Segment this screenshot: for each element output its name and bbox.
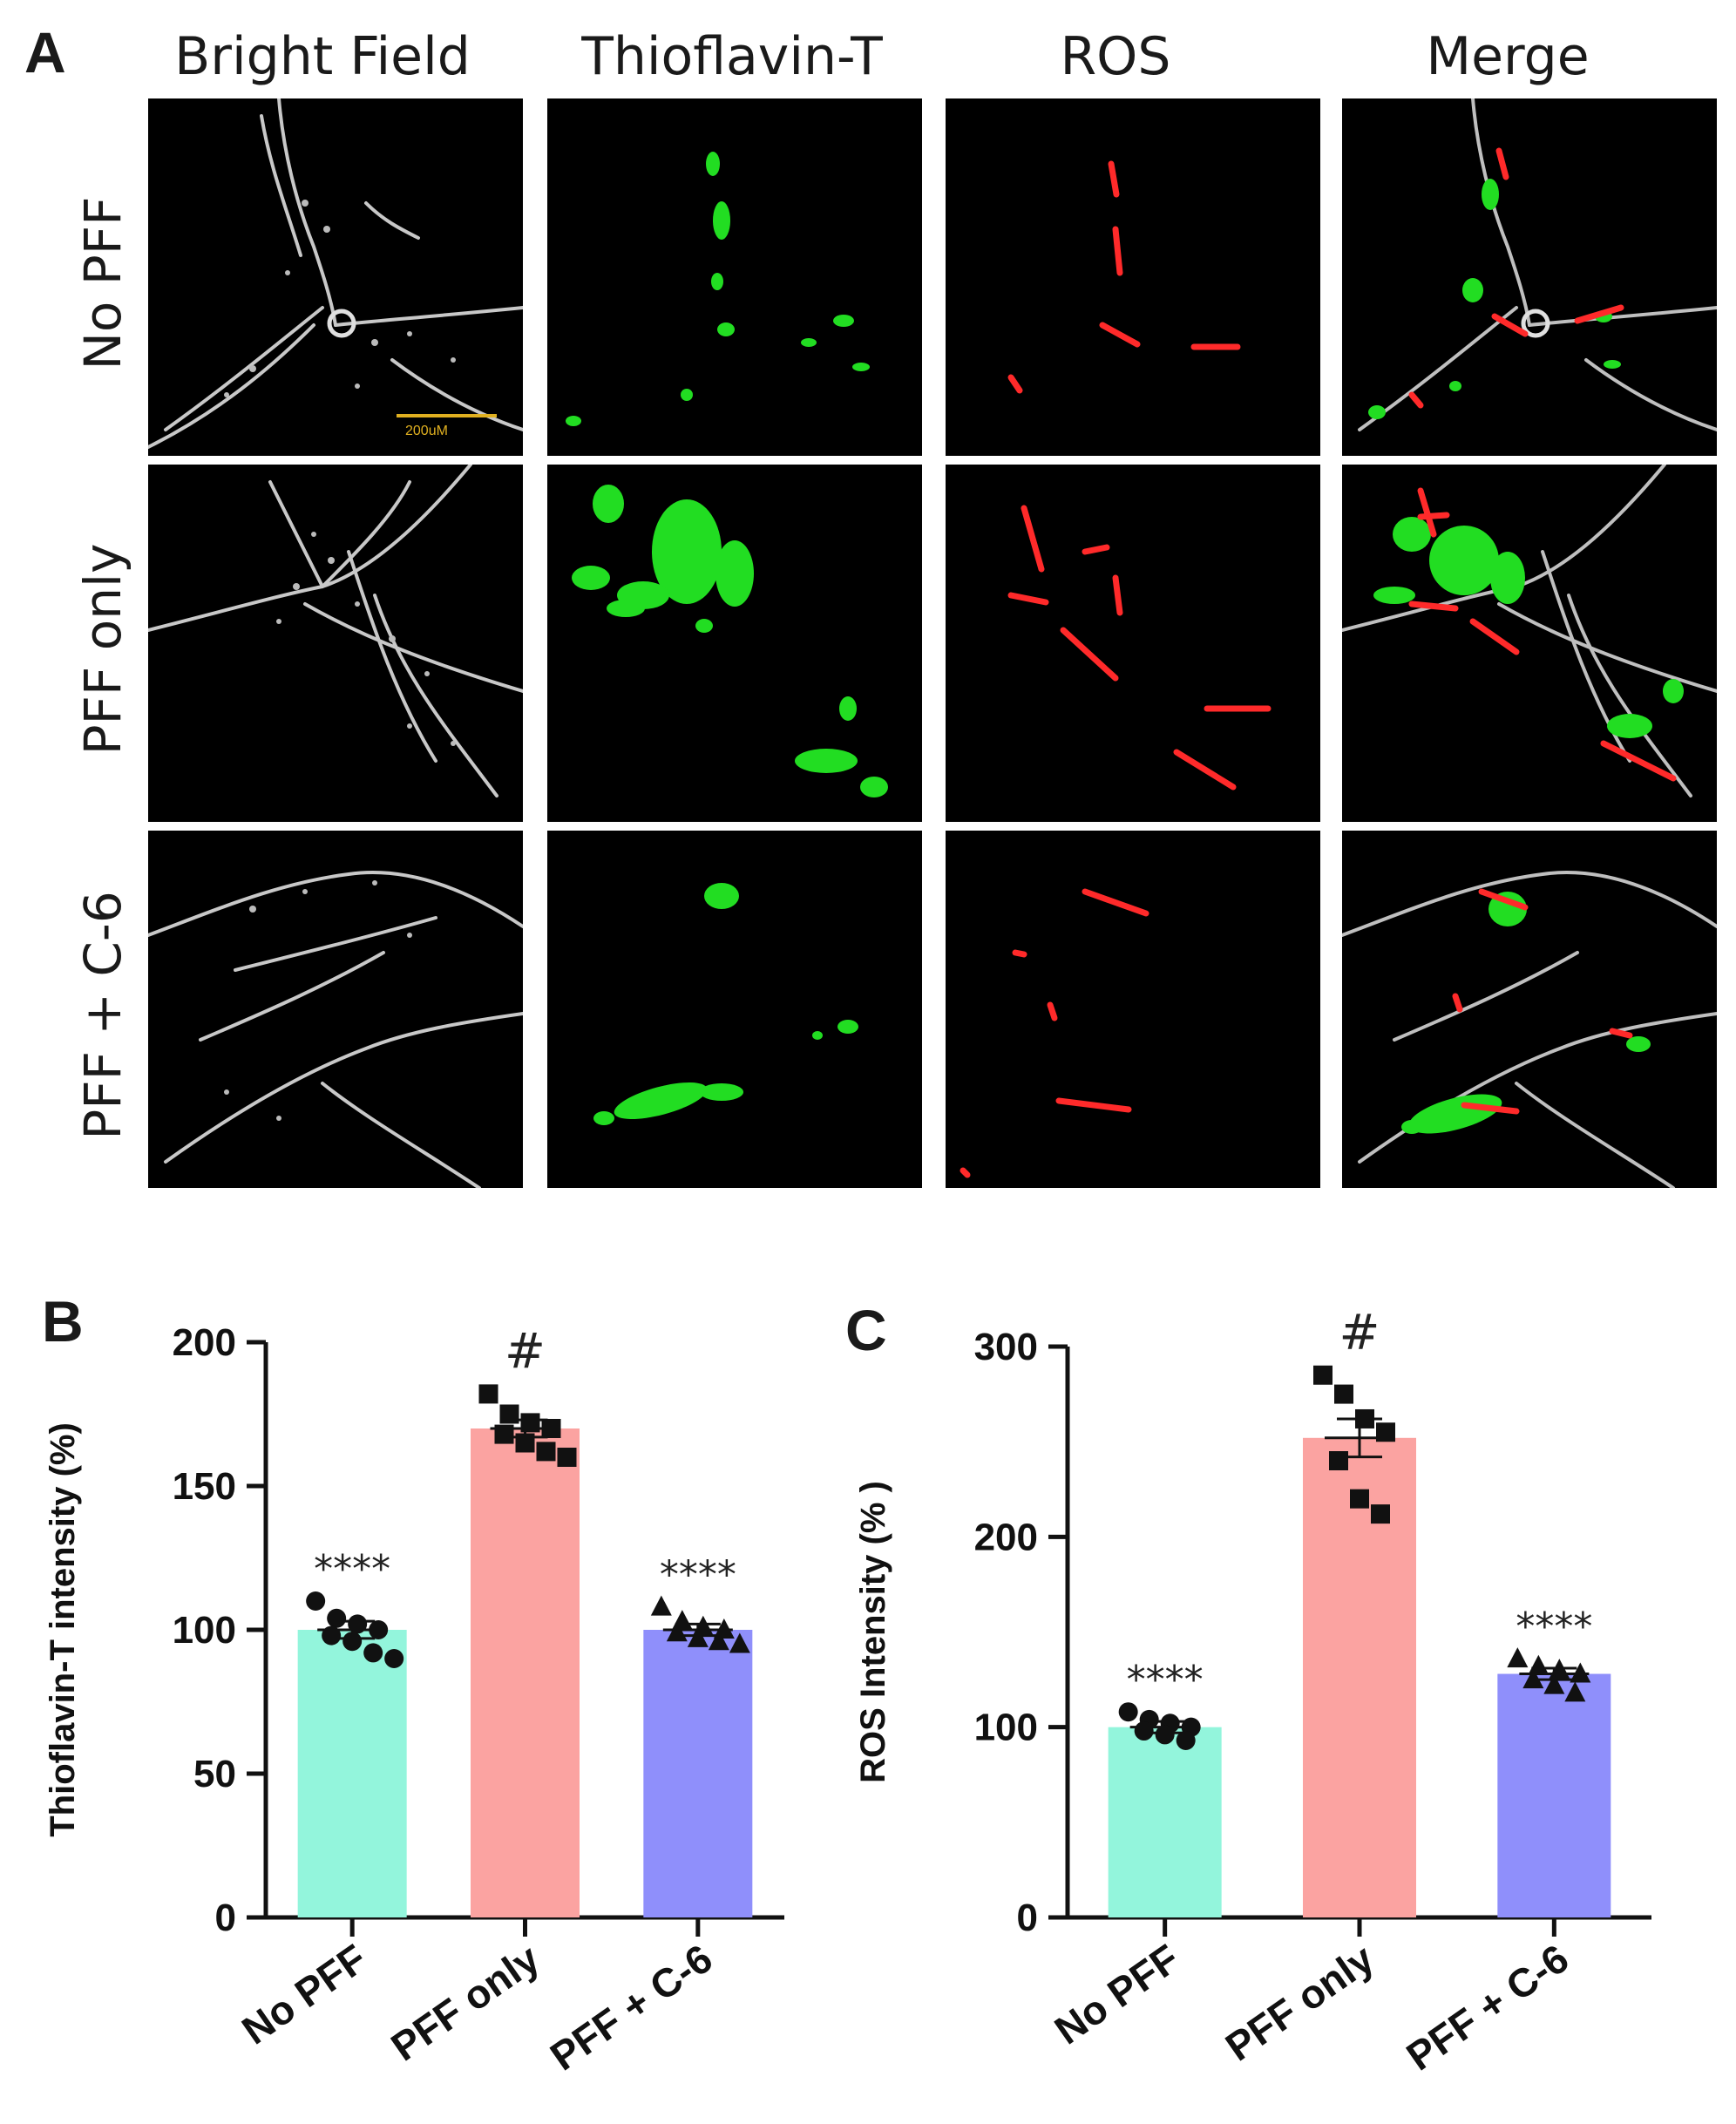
data-point bbox=[557, 1448, 577, 1467]
micrograph-pff-c6-bright-field bbox=[148, 831, 523, 1188]
data-point bbox=[1134, 1721, 1154, 1741]
micrograph-pff-c6-ros bbox=[946, 831, 1320, 1188]
data-point bbox=[342, 1632, 363, 1652]
data-point bbox=[1570, 1662, 1591, 1683]
micrograph-pff-only-thioflavin-t bbox=[547, 465, 922, 822]
micrograph-pff-only-bright-field bbox=[148, 465, 523, 822]
micrograph-no-pff-thioflavin-t bbox=[547, 98, 922, 456]
data-point bbox=[1313, 1365, 1333, 1385]
y-tick-label: 200 bbox=[974, 1516, 1038, 1558]
y-tick-label: 200 bbox=[173, 1321, 236, 1364]
bar bbox=[297, 1630, 407, 1917]
panel-label-a: A bbox=[24, 20, 66, 85]
panel-label-c: C bbox=[845, 1298, 887, 1362]
data-point bbox=[1118, 1702, 1138, 1722]
micrograph-pff-only-ros bbox=[946, 465, 1320, 822]
y-axis-label: ROS Intensity (% ) bbox=[854, 1481, 892, 1783]
significance-label: # bbox=[505, 1323, 546, 1380]
data-point bbox=[708, 1630, 729, 1651]
column-header-merge: Merge bbox=[1426, 26, 1590, 87]
data-point bbox=[384, 1649, 404, 1668]
data-point bbox=[1549, 1659, 1570, 1680]
x-tick-label: No PFF bbox=[1047, 1936, 1188, 2053]
column-header-ros: ROS bbox=[1060, 26, 1171, 87]
bar bbox=[1303, 1437, 1416, 1917]
x-tick-label: PFF only bbox=[1217, 1935, 1382, 2069]
data-point bbox=[363, 1643, 383, 1663]
data-point bbox=[1334, 1384, 1353, 1404]
scale-bar-label: 200uM bbox=[405, 424, 448, 438]
y-tick-label: 300 bbox=[974, 1326, 1038, 1368]
micrograph-no-pff-bright-field: 200uM bbox=[148, 98, 523, 456]
data-point bbox=[515, 1433, 535, 1453]
data-point bbox=[1564, 1681, 1586, 1702]
bar bbox=[643, 1630, 753, 1917]
data-point bbox=[536, 1442, 556, 1462]
row-label-no-pff: No PFF bbox=[73, 196, 132, 370]
bar bbox=[1497, 1673, 1611, 1917]
y-tick-label: 150 bbox=[173, 1465, 236, 1508]
column-header-bright-field: Bright Field bbox=[174, 26, 471, 87]
data-point bbox=[687, 1626, 709, 1647]
y-tick-label: 0 bbox=[1017, 1897, 1038, 1939]
panel-label-b: B bbox=[42, 1289, 84, 1354]
chart-thioflavin-intensity: 0 50 100 150 200 Thioflavin-T intensity (%) **… bbox=[17, 1307, 819, 2118]
chart-ros-intensity: 0 100 200 300 ROS Intensity (% ) **** No PFF # P… bbox=[837, 1307, 1726, 2118]
data-point bbox=[650, 1595, 672, 1616]
micrograph-pff-only-merge bbox=[1342, 465, 1717, 822]
x-tick-label: PFF only bbox=[383, 1935, 547, 2069]
column-header-thioflavin-t: Thioflavin-T bbox=[581, 26, 883, 87]
data-point bbox=[1371, 1504, 1390, 1524]
data-point bbox=[1329, 1451, 1348, 1470]
significance-label: # bbox=[1339, 1307, 1380, 1361]
data-point bbox=[494, 1424, 514, 1444]
x-tick-label: PFF + C-6 bbox=[1398, 1936, 1577, 2080]
data-point bbox=[327, 1608, 347, 1628]
data-point bbox=[1176, 1730, 1196, 1750]
x-tick-label: No PFF bbox=[234, 1936, 375, 2053]
data-point bbox=[520, 1413, 540, 1433]
significance-label: **** bbox=[1516, 1605, 1592, 1649]
data-point bbox=[1355, 1408, 1374, 1428]
row-label-pff-c6: PFF + C-6 bbox=[73, 891, 132, 1140]
significance-label: **** bbox=[660, 1553, 736, 1598]
data-point bbox=[306, 1591, 326, 1611]
data-point bbox=[1543, 1673, 1565, 1694]
data-point bbox=[541, 1419, 561, 1438]
micrograph-no-pff-merge bbox=[1342, 98, 1717, 456]
y-tick-label: 50 bbox=[193, 1753, 236, 1795]
y-tick-label: 0 bbox=[215, 1897, 236, 1939]
micrograph-pff-c6-merge bbox=[1342, 831, 1717, 1188]
significance-label: **** bbox=[314, 1547, 390, 1591]
data-point bbox=[499, 1404, 519, 1424]
data-point bbox=[1507, 1647, 1529, 1668]
row-label-pff-only: PFF only bbox=[73, 543, 132, 756]
data-point bbox=[348, 1614, 368, 1634]
significance-label: **** bbox=[1127, 1658, 1204, 1702]
data-point bbox=[478, 1384, 498, 1404]
data-point bbox=[1376, 1422, 1395, 1442]
data-point bbox=[322, 1625, 342, 1646]
data-point bbox=[729, 1632, 750, 1653]
micrograph-pff-c6-thioflavin-t bbox=[547, 831, 922, 1188]
bar bbox=[1108, 1727, 1222, 1917]
y-axis-label: Thioflavin-T intensity (%) bbox=[44, 1422, 82, 1837]
y-tick-label: 100 bbox=[173, 1609, 236, 1652]
x-tick-label: PFF + C-6 bbox=[542, 1936, 721, 2080]
data-point bbox=[1522, 1668, 1544, 1689]
data-point bbox=[1528, 1654, 1550, 1675]
data-point bbox=[369, 1620, 389, 1639]
data-point bbox=[666, 1621, 688, 1642]
data-point bbox=[1350, 1489, 1369, 1509]
y-tick-label: 100 bbox=[974, 1707, 1038, 1749]
bar bbox=[471, 1428, 580, 1917]
data-point bbox=[1155, 1725, 1175, 1745]
micrograph-no-pff-ros bbox=[946, 98, 1320, 456]
